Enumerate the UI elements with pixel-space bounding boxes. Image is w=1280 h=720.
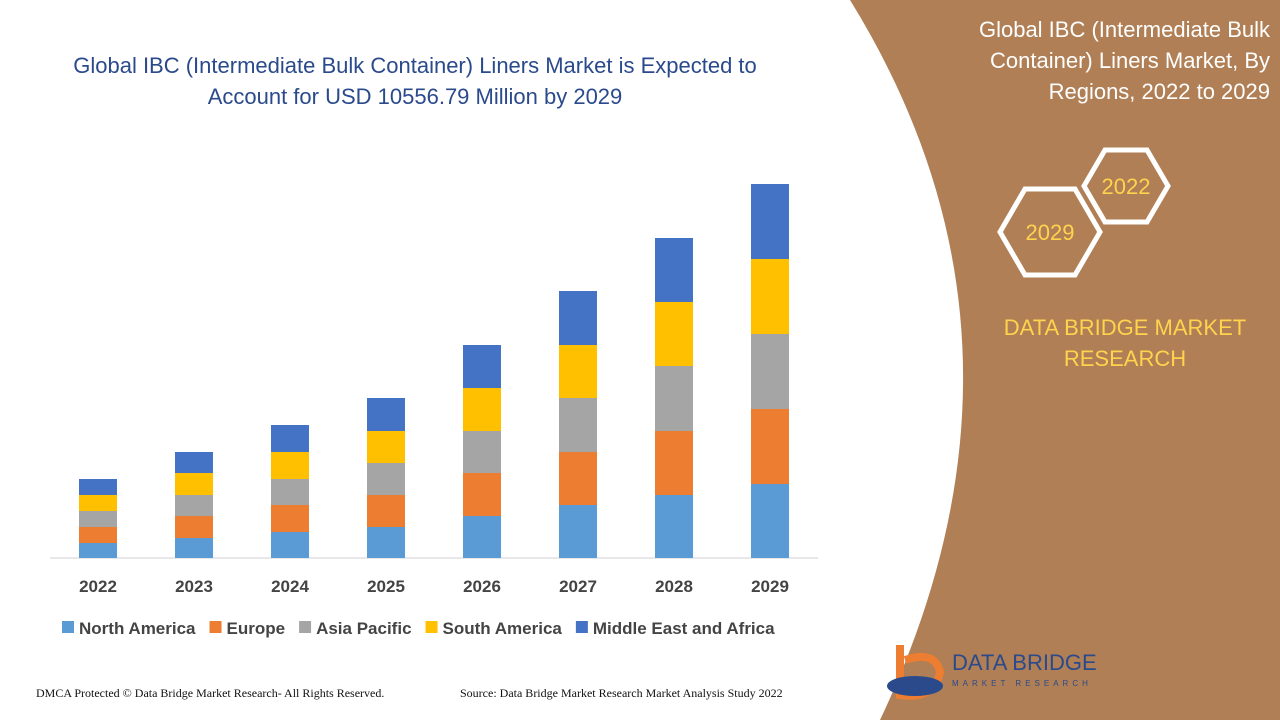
bar-segment [463,473,501,516]
bar-segment [79,527,117,543]
bar-segment [79,511,117,527]
brand: DATA BRIDGE MARKET RESEARCH [1003,315,1247,371]
bar-segment [79,479,117,495]
bar-segment [367,463,405,495]
bar-segment [751,259,789,334]
bar-segment [751,334,789,409]
bar-segment [655,431,693,495]
bar-segment [271,532,309,558]
bar-segment [751,184,789,259]
bar-segment [559,345,597,398]
bar-segment [463,388,501,431]
bar-segment [751,409,789,484]
bar-segment [367,527,405,558]
bar-segment [175,452,213,473]
chart-title: Global IBC (Intermediate Bulk Container)… [73,53,757,109]
bar-segment [559,505,597,558]
x-tick-label: 2027 [559,577,597,596]
x-tick-label: 2026 [463,577,501,596]
bar-segment [463,516,501,558]
logo-icon [887,645,945,700]
bar-segment [559,452,597,505]
bar-segment [655,366,693,431]
bar-segment [175,538,213,558]
x-tick-label: 2025 [367,577,405,596]
legend-swatch [299,621,312,633]
hexagon [1081,147,1171,225]
bar-segment [463,345,501,388]
hexagon [997,186,1103,278]
legend-swatch [575,621,588,633]
bar-segment [463,431,501,473]
legend-label: Middle East and Africa [593,619,775,638]
bar-segment [79,495,117,511]
bar-segment [655,302,693,366]
x-tick-label: 2022 [79,577,117,596]
x-tick-label: 2028 [655,577,693,596]
legend-swatch [209,621,222,633]
bar-segment [367,398,405,431]
bar-segment [175,495,213,516]
side-panel-bg [850,0,1280,720]
side-title: Global IBC (Intermediate Bulk Container)… [978,17,1270,104]
x-tick-label: 2023 [175,577,213,596]
bar-segment [271,425,309,452]
bar-segment [655,495,693,558]
bar-segment [271,452,309,479]
logo-name: DATA BRIDGE [952,650,1097,675]
legend-label: North America [79,619,196,638]
bar-segment [559,398,597,452]
bar-segment [175,516,213,538]
bar-segment [79,543,117,558]
footer-right: Source: Data Bridge Market Research Mark… [460,686,783,700]
logo-tagline: MARKET RESEARCH [952,679,1092,688]
bar-segment [367,495,405,527]
legend-label: Europe [227,619,286,638]
x-tick-label: 2029 [751,577,789,596]
bar-segment [655,238,693,302]
bar-segment [271,479,309,505]
bar-segment [175,473,213,495]
footer-left: DMCA Protected © Data Bridge Market Rese… [36,686,385,700]
legend-label: South America [443,619,563,638]
legend-label: Asia Pacific [316,619,411,638]
legend-swatch [62,621,74,633]
hex-year: 2022 [1102,174,1151,199]
bar-segment [367,431,405,463]
x-tick-label: 2024 [271,577,309,596]
bar-segment [751,484,789,558]
legend-swatch [425,621,438,633]
bar-segment [559,291,597,345]
bar-segment [271,505,309,532]
hex-year: 2029 [1026,220,1075,245]
